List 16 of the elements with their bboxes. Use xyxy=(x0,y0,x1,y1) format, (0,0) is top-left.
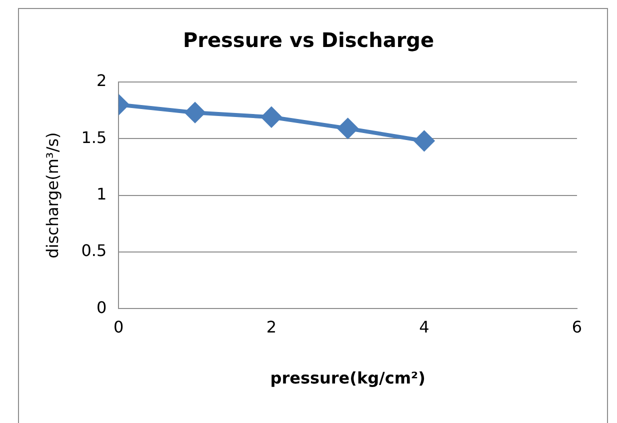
point xyxy=(185,102,206,123)
y-tick-label: 0 xyxy=(96,298,107,317)
x-tick-label: 6 xyxy=(572,317,582,336)
x-tick-label: 4 xyxy=(419,317,430,336)
y-tick-label: 2 xyxy=(96,71,107,90)
point xyxy=(338,118,358,138)
x-tick-label: 0 xyxy=(114,317,124,336)
y-tick-label: 1 xyxy=(96,184,107,204)
chart-title: Pressure vs Discharge xyxy=(182,28,434,52)
x-axis-title: pressure(kg/cm²) xyxy=(270,368,426,388)
point xyxy=(261,107,282,128)
y-axis-title: discharge(m³/s) xyxy=(42,132,62,258)
point xyxy=(414,130,434,151)
y-tick-label: 0.5 xyxy=(81,241,107,260)
x-tick-label: 2 xyxy=(266,317,277,336)
y-tick-label: 1.5 xyxy=(81,128,107,147)
